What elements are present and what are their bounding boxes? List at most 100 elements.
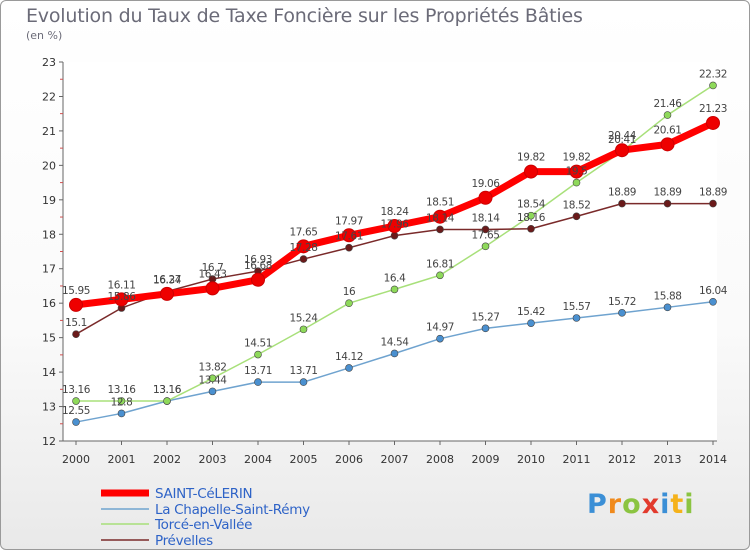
data-point <box>436 271 444 280</box>
data-label: 16 <box>343 286 356 298</box>
data-point <box>163 397 171 405</box>
data-label: 15.57 <box>562 301 590 313</box>
y-tick-label: 15 <box>42 332 56 345</box>
data-point <box>254 350 262 359</box>
legend-label: Torcé-en-Vallée <box>154 517 252 533</box>
data-label: 19.82 <box>517 152 545 164</box>
data-point <box>296 239 311 254</box>
data-point <box>254 378 262 386</box>
data-label: 15.42 <box>517 306 545 318</box>
y-tick-label: 16 <box>42 297 56 310</box>
legend-label: SAINT-CéLERIN <box>155 486 252 502</box>
data-label: 16.11 <box>107 279 135 291</box>
data-point <box>615 143 629 158</box>
y-tick-label: 12 <box>42 435 56 448</box>
data-point <box>706 115 720 130</box>
data-point <box>342 228 356 243</box>
data-point <box>663 303 672 312</box>
logo-letter: P <box>587 489 608 520</box>
data-point <box>572 314 581 322</box>
data-point <box>251 272 265 287</box>
x-tick-label: 2010 <box>517 453 545 466</box>
data-point <box>117 409 126 418</box>
data-point <box>345 364 353 372</box>
y-tick-label: 17 <box>42 263 56 276</box>
data-label: 13.71 <box>244 365 272 377</box>
data-point <box>117 397 126 405</box>
data-point <box>390 231 399 240</box>
data-point <box>69 297 83 312</box>
data-label: 17.28 <box>289 242 317 254</box>
logo-letter: x <box>641 489 661 520</box>
data-point <box>208 387 217 396</box>
data-label: 15.72 <box>608 296 636 308</box>
x-tick-label: 2014 <box>699 453 727 466</box>
data-point <box>481 225 490 234</box>
data-point <box>527 211 535 220</box>
proxiti-logo: Proxiti <box>587 489 695 520</box>
data-label: 16.27 <box>153 274 181 286</box>
data-label: 14.97 <box>426 322 454 334</box>
y-tick-label: 18 <box>42 228 56 241</box>
x-tick-label: 2009 <box>472 453 500 466</box>
data-point <box>387 219 402 234</box>
logo-letter: r <box>607 489 623 520</box>
data-point <box>72 418 80 426</box>
data-point <box>709 298 717 306</box>
data-point <box>72 397 80 405</box>
data-label: 21.23 <box>699 103 727 115</box>
data-point <box>663 111 672 119</box>
data-point <box>481 242 490 251</box>
data-label: 18.51 <box>426 197 454 209</box>
data-label: 15.1 <box>65 317 87 329</box>
data-point <box>709 199 717 208</box>
x-tick-label: 2001 <box>108 453 136 466</box>
data-label: 17.97 <box>335 215 363 227</box>
data-label: 17.96 <box>380 219 409 231</box>
x-tick-label: 2008 <box>426 453 454 466</box>
data-point <box>345 299 353 307</box>
data-point <box>72 330 80 338</box>
data-label: 18.24 <box>380 206 409 218</box>
data-label: 19.5 <box>566 166 588 178</box>
data-label: 17.65 <box>289 226 317 238</box>
y-tick-label: 13 <box>42 401 56 414</box>
data-point <box>527 319 535 327</box>
x-tick-label: 2003 <box>199 453 227 466</box>
y-tick-label: 21 <box>42 125 56 138</box>
data-label: 20.41 <box>608 134 636 146</box>
data-point <box>618 199 626 208</box>
data-label: 13.71 <box>289 365 317 377</box>
data-point <box>299 325 308 334</box>
data-label: 17.61 <box>335 231 363 243</box>
data-label: 13.16 <box>62 384 91 396</box>
data-label: 14.12 <box>335 351 363 363</box>
data-point <box>709 81 717 90</box>
chart-title: Evolution du Taux de Taxe Foncière sur l… <box>26 5 583 27</box>
x-tick-label: 2000 <box>62 453 90 466</box>
x-tick-label: 2012 <box>608 453 636 466</box>
y-tick-label: 19 <box>42 194 56 207</box>
data-label: 16.04 <box>699 285 728 297</box>
data-label: 14.54 <box>380 336 409 348</box>
data-label: 16.68 <box>244 260 272 272</box>
data-point <box>481 324 490 333</box>
data-label: 14.51 <box>244 338 272 350</box>
data-point <box>299 255 308 263</box>
data-label: 16.43 <box>198 268 226 280</box>
data-label: 16.7 <box>202 262 224 274</box>
legend-label: La Chapelle-Saint-Rémy <box>155 502 310 518</box>
x-tick-label: 2006 <box>335 453 363 466</box>
data-label: 19.82 <box>562 152 590 164</box>
data-label: 12.55 <box>62 405 90 417</box>
data-point <box>390 349 399 358</box>
data-label: 20.61 <box>653 124 681 136</box>
data-point <box>618 309 626 317</box>
data-label: 20.44 <box>608 130 637 142</box>
data-label: 15.27 <box>471 311 499 323</box>
data-point <box>572 212 581 221</box>
data-point <box>660 137 675 152</box>
data-point <box>433 209 447 224</box>
data-label: 18.89 <box>699 187 727 199</box>
